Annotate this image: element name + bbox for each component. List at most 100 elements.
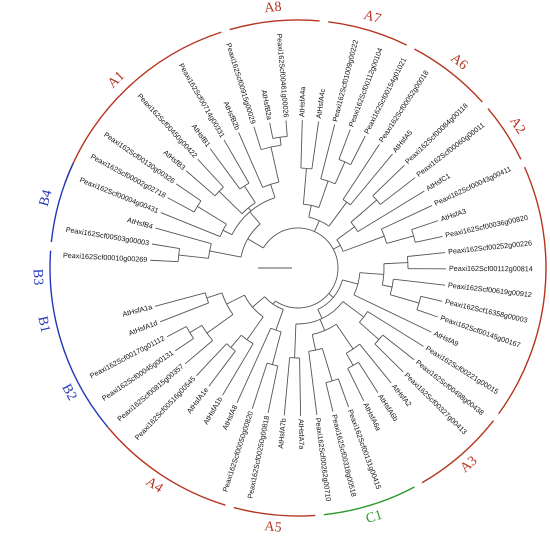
tree-branch xyxy=(209,148,241,190)
group-arc-a4 xyxy=(107,426,226,506)
leaf-label: AtHsfA4c xyxy=(314,88,327,119)
tree-branch xyxy=(415,235,443,243)
tree-branch xyxy=(389,279,394,295)
tree-branch xyxy=(357,190,425,232)
tree-branch xyxy=(219,223,227,237)
tree-branch xyxy=(186,326,194,339)
tree-branch xyxy=(372,164,405,197)
tree-branch xyxy=(350,199,377,223)
tree-branch xyxy=(249,211,261,225)
tree-branch xyxy=(239,182,250,190)
tree-branch xyxy=(411,220,439,231)
tree-branch xyxy=(345,353,354,366)
tree-branch xyxy=(416,309,438,318)
tree-branch xyxy=(359,321,380,340)
tree-branch xyxy=(308,205,312,218)
tree-branch xyxy=(208,243,212,259)
tree-branch xyxy=(393,278,446,286)
group-arc-a1 xyxy=(64,31,222,184)
group-arc-b4 xyxy=(50,162,74,243)
tree-branch xyxy=(176,183,202,202)
tree-branch xyxy=(320,178,336,185)
tree-branch xyxy=(271,331,282,365)
tree-branch xyxy=(251,362,268,409)
tree-branch xyxy=(342,199,351,206)
tree-branch xyxy=(338,159,351,166)
group-label-a7: A7 xyxy=(362,8,383,27)
tree-branch xyxy=(167,197,195,213)
group-arc-b1 xyxy=(51,302,62,341)
tree-branch xyxy=(178,254,209,259)
tree-branch xyxy=(300,120,303,169)
tree-branch xyxy=(155,227,212,245)
tree-branch xyxy=(175,338,194,352)
tree-branch xyxy=(209,250,242,258)
leaf-label: AtHsfA7b xyxy=(276,418,288,449)
tree-branch xyxy=(336,226,355,241)
leaf-label: Peaxi162Scf00252g00226 xyxy=(448,238,533,256)
leaf-label: AtHsfA7a xyxy=(297,419,307,450)
tree-branch xyxy=(347,361,359,369)
group-arc-a7 xyxy=(328,21,408,46)
tree-branch xyxy=(201,325,213,341)
tree-branch xyxy=(358,362,379,393)
tree-branch xyxy=(186,170,216,197)
group-arc-b3 xyxy=(49,250,54,303)
group-label-a8: A8 xyxy=(264,0,282,16)
tree-branch xyxy=(381,205,433,230)
tree-branch xyxy=(226,343,236,352)
tree-branch xyxy=(308,351,318,415)
tree-branch xyxy=(275,309,284,331)
tree-branch xyxy=(382,284,393,288)
tree-branch xyxy=(374,343,404,373)
leaf-label: Peaxi162Scf00503g00003 xyxy=(65,225,150,248)
group-arc-a9 xyxy=(498,166,547,415)
tree-branch xyxy=(263,227,339,309)
group-arcs xyxy=(49,19,547,517)
leaf-label: Peaxi162Scf00043g00411 xyxy=(433,164,513,208)
tree-branch xyxy=(230,334,242,348)
tree-branch xyxy=(248,207,252,212)
tree-branch xyxy=(311,121,320,170)
tree-branch xyxy=(238,132,264,188)
tree-branch xyxy=(240,223,261,258)
leaf-label: AtHsfB2a xyxy=(260,89,275,121)
tree-branch xyxy=(334,161,346,185)
tree-branch xyxy=(338,129,351,160)
leaf-label: AtHsfA1a xyxy=(121,302,153,319)
tree-branch xyxy=(303,203,320,208)
tree-branch xyxy=(328,201,348,227)
tree-branch xyxy=(222,229,233,236)
tree-branch xyxy=(353,294,432,333)
tree-branch xyxy=(294,323,297,358)
tree-branch xyxy=(159,302,209,323)
group-arc-a2 xyxy=(487,108,522,160)
leaf-label: AtHsfA3 xyxy=(439,206,467,223)
tree-branch xyxy=(314,220,320,232)
tree-branch xyxy=(270,184,276,198)
tree-branch xyxy=(347,368,365,401)
leaf-label: AtHsfA8 xyxy=(220,403,239,431)
tree-branch xyxy=(236,327,272,404)
tree-branch xyxy=(353,272,361,296)
tree-branch xyxy=(359,343,392,384)
tree-branch xyxy=(270,146,280,183)
tree-branch xyxy=(244,294,264,318)
tree-branch xyxy=(264,296,284,310)
tree-branch xyxy=(342,279,359,285)
tree-branch xyxy=(372,195,381,205)
tree-branch xyxy=(252,296,265,308)
group-arc-a8 xyxy=(229,19,320,31)
tree-branch xyxy=(196,343,227,376)
group-label-a5: A5 xyxy=(264,519,282,536)
tree-branch xyxy=(342,144,380,200)
group-label-b4: B4 xyxy=(37,188,56,208)
tree-branch xyxy=(319,319,326,331)
group-arc-c1 xyxy=(323,486,415,516)
tree-branch xyxy=(272,135,288,139)
tree-branch xyxy=(325,382,334,412)
group-label-a1: A1 xyxy=(105,69,128,92)
group-label-a3: A3 xyxy=(458,453,481,476)
leaf-label: AtHsfA1b xyxy=(201,395,224,426)
tree-branch xyxy=(342,235,385,252)
